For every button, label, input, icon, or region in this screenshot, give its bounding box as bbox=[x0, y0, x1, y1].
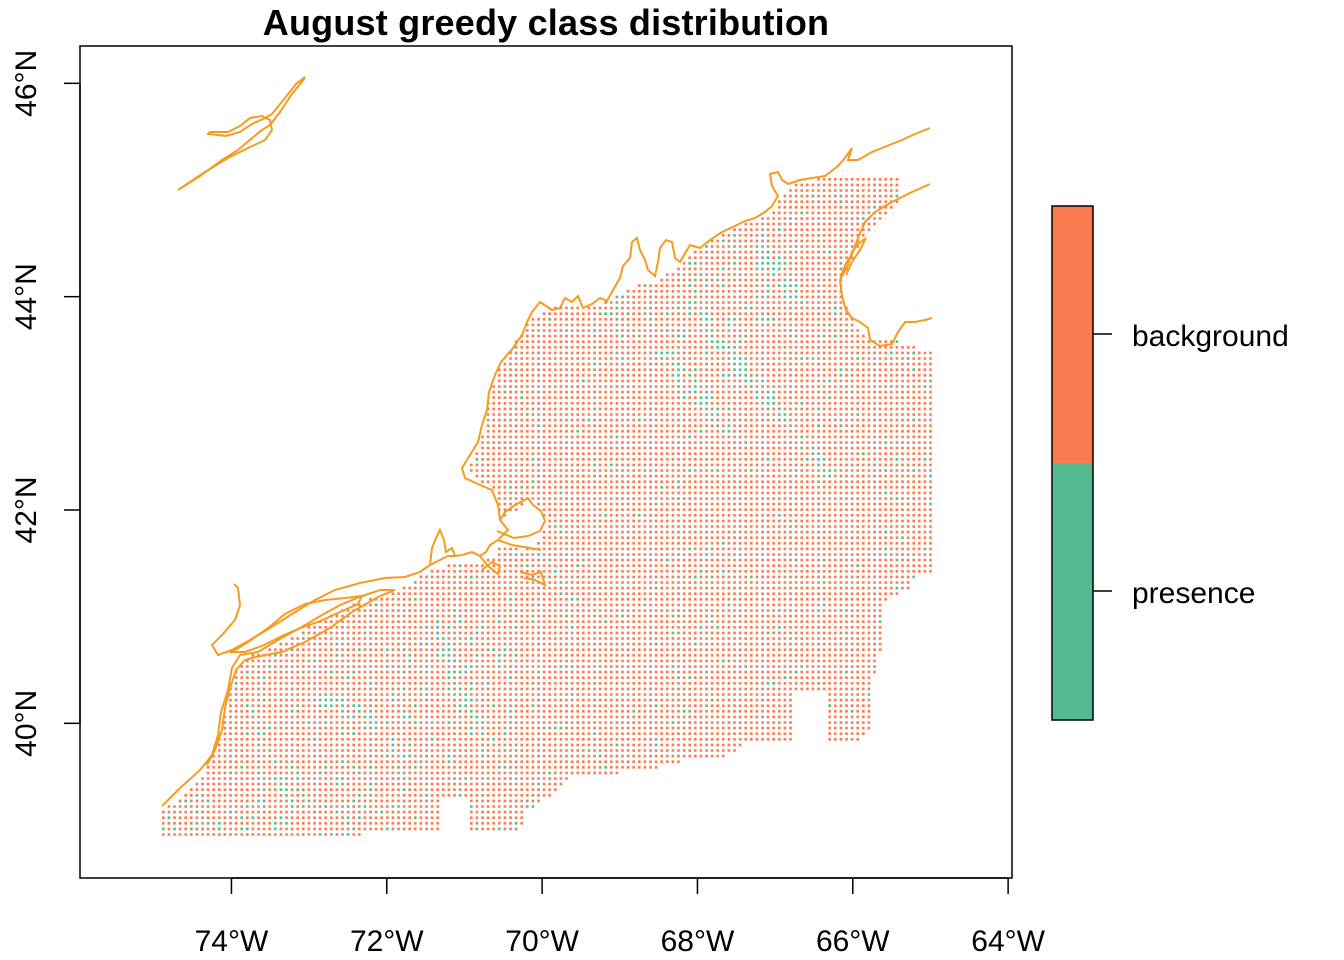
coastline-river bbox=[177, 76, 306, 191]
coastline-cape-cod bbox=[479, 555, 547, 587]
legend-swatch-presence bbox=[1052, 463, 1093, 720]
coastline-northshore bbox=[838, 183, 933, 348]
coastline-nantucket bbox=[429, 527, 456, 566]
x-tick-label: 64°W bbox=[971, 925, 1045, 958]
legend-swatch-background bbox=[1052, 206, 1093, 463]
legend: background presence bbox=[1051, 205, 1289, 721]
y-axis: 40°N 42°N 44°N 46°N bbox=[10, 50, 81, 757]
legend-frame bbox=[1051, 205, 1094, 721]
legend-label-presence: presence bbox=[1132, 577, 1255, 610]
coastline-layer bbox=[161, 76, 933, 807]
coastline-long-island bbox=[228, 594, 364, 653]
coastline-mainland bbox=[161, 127, 931, 807]
x-axis: 74°W 72°W 70°W 68°W 66°W 64°W bbox=[195, 877, 1046, 958]
map-title: August greedy class distribution bbox=[262, 2, 830, 43]
coastline-bay-inlet bbox=[839, 237, 867, 281]
x-tick-label: 74°W bbox=[195, 925, 269, 958]
legend-label-background: background bbox=[1132, 320, 1289, 353]
plot-frame bbox=[79, 45, 1013, 879]
y-tick-label: 42°N bbox=[10, 476, 43, 543]
y-tick-label: 44°N bbox=[10, 263, 43, 330]
x-tick-label: 72°W bbox=[350, 925, 424, 958]
background-cells bbox=[162, 178, 932, 836]
x-tick-label: 66°W bbox=[816, 925, 890, 958]
raster-layer bbox=[162, 178, 932, 836]
x-tick-label: 68°W bbox=[661, 925, 735, 958]
x-tick-label: 70°W bbox=[505, 925, 579, 958]
y-tick-label: 46°N bbox=[10, 50, 43, 117]
presence-cells bbox=[162, 194, 932, 836]
y-tick-label: 40°N bbox=[10, 690, 43, 757]
